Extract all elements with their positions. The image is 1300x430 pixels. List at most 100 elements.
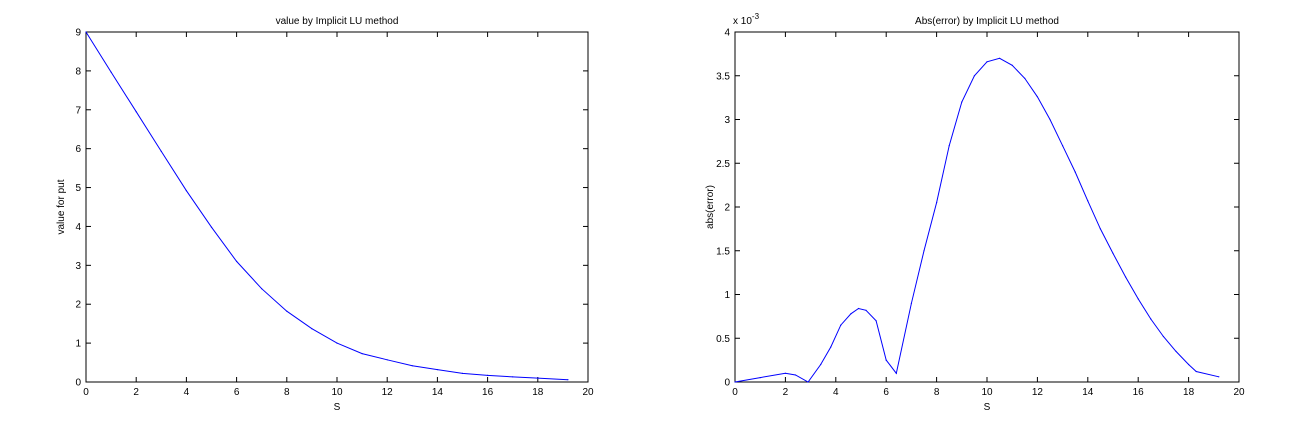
x-tick-label: 16 <box>482 387 494 398</box>
x-tick-label: 14 <box>432 387 444 398</box>
y-tick-label: 1 <box>75 339 81 350</box>
data-point <box>110 71 112 73</box>
x-tick-label: 0 <box>83 387 89 398</box>
data-point <box>386 359 388 361</box>
data-point <box>1125 276 1127 278</box>
x-tick-label: 6 <box>234 387 240 398</box>
x-axis-label: S <box>984 402 991 413</box>
data-point <box>830 346 832 348</box>
data-point <box>857 307 860 310</box>
data-point <box>885 359 887 361</box>
data-point <box>1150 318 1152 320</box>
data-point <box>850 313 852 315</box>
y-tick-label: 0 <box>75 378 81 389</box>
y-tick-label: 4 <box>75 222 81 233</box>
data-point <box>794 374 797 376</box>
x-tick-label: 4 <box>184 387 190 398</box>
chart-title: value by Implicit LU method <box>276 16 399 27</box>
data-point <box>1087 200 1089 202</box>
data-point <box>784 372 787 374</box>
data-point <box>1011 64 1013 66</box>
x-tick-label: 18 <box>532 387 544 398</box>
data-point <box>895 372 897 374</box>
data-point <box>512 376 514 378</box>
data-point <box>436 369 438 371</box>
x-tick-label: 4 <box>833 387 839 398</box>
y-tick-label: 2.5 <box>716 159 730 170</box>
x-tick-label: 18 <box>1183 387 1195 398</box>
data-point <box>840 324 842 326</box>
data-point <box>1137 298 1139 300</box>
x-tick-label: 8 <box>284 387 290 398</box>
x-tick-label: 2 <box>783 387 789 398</box>
data-point <box>865 309 867 311</box>
y-tick-label: 3 <box>724 115 730 126</box>
data-point <box>311 328 313 330</box>
y-tick-label: 1 <box>724 290 730 301</box>
y-tick-label: 2 <box>724 203 730 214</box>
y-tick-label: 3.5 <box>716 71 730 82</box>
data-point <box>1099 228 1101 230</box>
x-tick-label: 20 <box>1233 387 1245 398</box>
data-point <box>261 288 263 290</box>
x-tick-label: 10 <box>331 387 343 398</box>
data-point <box>936 202 938 204</box>
y-tick-label: 1.5 <box>716 246 730 257</box>
data-point <box>986 61 988 63</box>
y-tick-label: 6 <box>75 144 81 155</box>
data-point <box>1062 145 1064 147</box>
series-line <box>734 57 1219 383</box>
data-point <box>999 57 1001 59</box>
y-tick-label: 5 <box>75 183 81 194</box>
data-point <box>923 250 925 252</box>
data-point <box>1049 118 1051 121</box>
x-tick-label: 6 <box>883 387 889 398</box>
data-point <box>1218 376 1220 378</box>
data-point <box>973 75 976 77</box>
x-tick-label: 10 <box>981 387 993 398</box>
data-point <box>875 320 877 322</box>
data-point <box>487 374 489 376</box>
x-tick-label: 8 <box>934 387 940 398</box>
series-line <box>85 31 568 381</box>
plot-frame <box>85 31 589 383</box>
plot-frame <box>734 31 1240 383</box>
data-point <box>185 190 187 192</box>
x-tick-label: 16 <box>1133 387 1145 398</box>
data-point <box>135 111 137 113</box>
x-tick-label: 0 <box>732 387 738 398</box>
data-point <box>567 379 569 381</box>
x-tick-label: 14 <box>1082 387 1094 398</box>
x-tick-label: 12 <box>1032 387 1044 398</box>
data-point <box>734 381 736 383</box>
data-point <box>236 260 238 262</box>
data-point <box>361 353 363 355</box>
data-point <box>336 342 338 344</box>
data-point <box>461 372 464 374</box>
data-point <box>1024 77 1026 79</box>
data-point <box>807 381 809 383</box>
y-tick-label: 3 <box>75 261 81 272</box>
data-point <box>85 31 87 33</box>
chart-title: Abs(error) by Implicit LU method <box>915 16 1059 27</box>
y-tick-label: 2 <box>75 300 81 311</box>
y-tick-label: 4 <box>724 28 730 39</box>
data-point <box>160 150 162 152</box>
y-tick-label: 0.5 <box>716 334 730 345</box>
y-axis-label: value for put <box>56 179 67 234</box>
data-point <box>820 363 822 366</box>
data-point <box>1162 335 1164 338</box>
data-point <box>1036 96 1038 98</box>
y-tick-label: 0 <box>724 378 730 389</box>
data-point <box>1175 350 1177 352</box>
x-tick-label: 20 <box>582 387 594 398</box>
data-point <box>1074 171 1076 173</box>
y-axis-label: abs(error) <box>705 185 716 229</box>
data-point <box>537 377 539 379</box>
y-tick-label: 9 <box>75 28 81 39</box>
data-point <box>1188 363 1190 366</box>
data-point <box>411 365 413 367</box>
